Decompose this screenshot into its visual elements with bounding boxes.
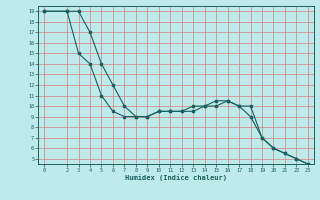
X-axis label: Humidex (Indice chaleur): Humidex (Indice chaleur) — [125, 175, 227, 181]
